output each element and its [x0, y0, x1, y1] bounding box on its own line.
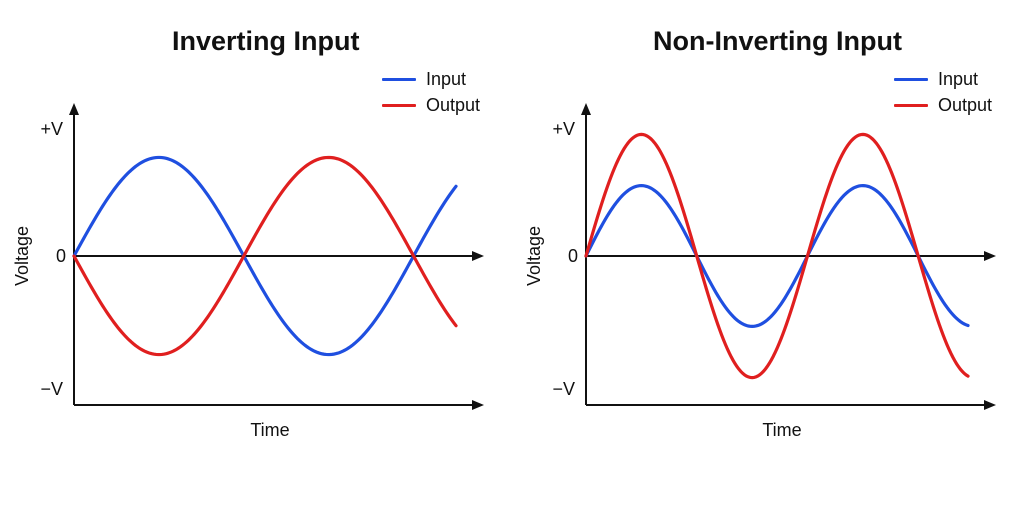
y-tick-label: −V [40, 379, 63, 399]
chart-legend: Input Output [382, 66, 480, 118]
series-line-output [584, 132, 970, 380]
series-line-input [584, 183, 970, 329]
y-tick-label: −V [552, 379, 575, 399]
legend-label: Input [938, 68, 979, 89]
chart-non-inverting: Non-Inverting Input Input Output +V 0 −V Ti… [512, 0, 1024, 512]
y-axis-label: Voltage [12, 226, 32, 286]
chart-title: Inverting Input [172, 26, 360, 56]
x-axis-label: Time [762, 420, 801, 440]
plot-area: +V 0 −V Time Voltage [524, 103, 996, 440]
x-axis-bottom-arrow [984, 400, 996, 410]
chart-inverting: Inverting Input Input Output +V 0 −V Time Vo… [12, 26, 484, 440]
legend-item-output: Output [894, 92, 992, 118]
legend-swatch-output [382, 103, 416, 107]
y-tick-label: +V [552, 119, 575, 139]
zero-axis-arrow [472, 251, 484, 261]
y-axis-arrow [581, 103, 591, 115]
y-axis-label: Voltage [524, 226, 544, 286]
y-axis-arrow [69, 103, 79, 115]
legend-label: Input [426, 68, 467, 89]
legend-item-input: Input [894, 66, 992, 92]
chart-title: Non-Inverting Input [653, 26, 902, 56]
chart-legend: Input Output [894, 66, 992, 118]
zero-axis-arrow [984, 251, 996, 261]
legend-swatch-output [894, 103, 928, 107]
legend-item-output: Output [382, 92, 480, 118]
x-axis-label: Time [250, 420, 289, 440]
legend-label: Output [426, 94, 481, 115]
legend-swatch-input [382, 77, 416, 81]
series-line-output [72, 155, 458, 357]
y-tick-label: +V [40, 119, 63, 139]
legend-label: Output [938, 94, 993, 115]
legend-swatch-input [894, 77, 928, 81]
plot-area: +V 0 −V Time Voltage [12, 103, 484, 440]
x-axis-bottom-arrow [472, 400, 484, 410]
y-tick-label: 0 [56, 246, 66, 266]
y-tick-label: 0 [568, 246, 578, 266]
series-line-input [72, 155, 458, 357]
legend-item-input: Input [382, 66, 480, 92]
